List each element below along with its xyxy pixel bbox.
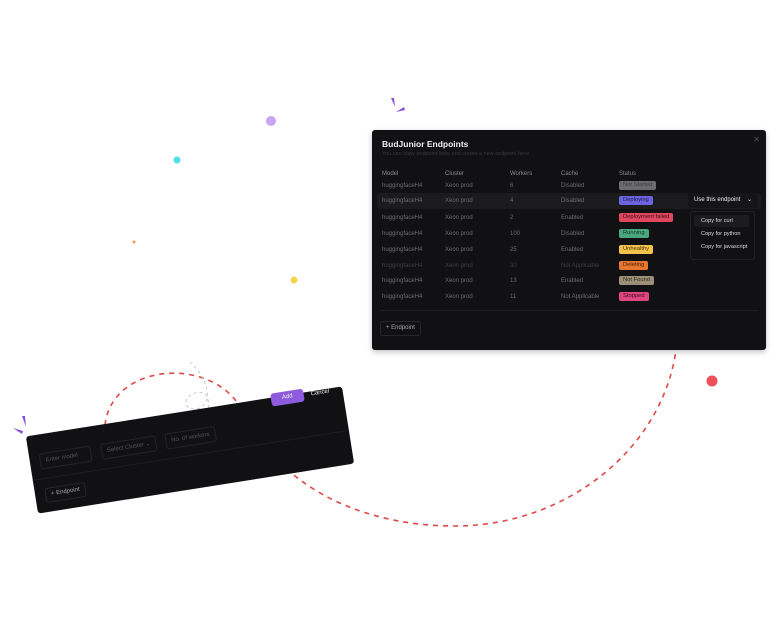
table-row[interactable]: huggingfaceH4 Xeon prod 13 Enabled Not Found [372, 273, 766, 289]
cell-cache: Not Applicable [561, 294, 600, 300]
status-badge: Unhealthy [619, 245, 654, 254]
status-badge: Deleting [619, 261, 649, 270]
spark-icon [13, 416, 26, 434]
cell-cluster: Xeon prod [445, 294, 473, 300]
cluster-select[interactable]: Select Cluster ⌄ [99, 435, 158, 460]
panel-title: BudJunior Endpoints [382, 139, 469, 149]
table-row[interactable]: huggingfaceH4 Xeon prod 11 Not Applicable St… [372, 289, 766, 305]
status-badge: Running [619, 229, 649, 238]
cell-workers: 13 [510, 278, 517, 284]
cell-workers: 6 [510, 183, 514, 189]
dashed-path [104, 349, 677, 527]
endpoints-panel: BudJunior Endpoints You can copy endpoin… [372, 130, 766, 350]
cell-cache: Disabled [561, 183, 585, 189]
cell-cache: Enabled [561, 247, 584, 253]
cell-workers: 100 [510, 231, 521, 237]
table-row[interactable]: huggingfaceH4 Xeon prod 6 Disabled Not Start… [372, 178, 766, 194]
cell-workers: 2 [510, 215, 514, 221]
cluster-placeholder: Select Cluster [106, 442, 145, 454]
cell-cluster: Xeon prod [445, 231, 473, 237]
add-endpoint-button[interactable]: + Endpoint [380, 321, 421, 336]
orange-dot [132, 240, 136, 244]
use-endpoint-label: Use this endpoint [694, 197, 741, 203]
col-cluster: Cluster [445, 171, 465, 177]
table-row[interactable]: huggingfaceH4 Xeon prod 30 Not Applicable De… [372, 258, 766, 274]
workers-input[interactable]: No. of workers [164, 425, 217, 450]
cell-model: huggingfaceH4 [382, 247, 423, 253]
add-endpoint-button[interactable]: + Endpoint [44, 481, 87, 504]
cell-cache: Enabled [561, 215, 584, 221]
divider [380, 310, 758, 311]
table-row[interactable]: huggingfaceH4 Xeon prod 4 Disabled Deploying [377, 193, 761, 209]
menu-copy-curl[interactable]: Copy for curl [694, 215, 749, 227]
cyan-dot [173, 156, 181, 164]
use-endpoint-dropdown[interactable]: Use this endpoint ⌄ [688, 193, 758, 208]
cell-cluster: Xeon prod [445, 183, 473, 189]
col-status: Status [619, 171, 637, 177]
status-badge: Deploying [619, 196, 653, 205]
cell-workers: 30 [510, 263, 517, 269]
col-workers: Workers [510, 171, 533, 177]
menu-copy-javascript[interactable]: Copy for javascript [701, 244, 748, 250]
cell-cache: Disabled [561, 198, 585, 204]
cell-cluster: Xeon prod [445, 278, 473, 284]
loop-path [185, 361, 209, 426]
cell-workers: 11 [510, 294, 517, 300]
col-cache: Cache [561, 171, 579, 177]
cell-workers: 4 [510, 198, 514, 204]
cell-cluster: Xeon prod [445, 247, 473, 253]
status-badge: Not Found [619, 276, 655, 285]
yellow-dot [290, 276, 298, 284]
panel-subtitle: You can copy endpoint links and create a… [382, 151, 529, 157]
table-row[interactable]: huggingfaceH4 Xeon prod 100 Disabled Running [372, 226, 766, 242]
cell-cache: Enabled [561, 278, 584, 284]
status-badge: Stopped [619, 292, 649, 301]
table-row[interactable]: huggingfaceH4 Xeon prod 25 Enabled Unhealthy [372, 242, 766, 258]
cell-workers: 25 [510, 247, 517, 253]
cell-cache: Not Applicable [561, 263, 600, 269]
chevron-down-icon: ⌄ [145, 441, 152, 448]
table-row[interactable]: huggingfaceH4 Xeon prod 2 Enabled Deployment… [372, 210, 766, 226]
cell-model: huggingfaceH4 [382, 278, 423, 284]
red-badge [706, 375, 718, 387]
cell-model: huggingfaceH4 [382, 231, 423, 237]
chevron-down-icon: ⌄ [746, 197, 752, 203]
cell-model: huggingfaceH4 [382, 294, 423, 300]
spark-icon [391, 98, 405, 112]
cell-model: huggingfaceH4 [382, 215, 423, 221]
cell-cluster: Xeon prod [445, 198, 473, 204]
purple-dot [266, 116, 276, 126]
cell-model: huggingfaceH4 [382, 183, 423, 189]
copy-menu: Copy for curl Copy for python Copy for j… [690, 211, 755, 260]
status-badge: Deployment failed [619, 213, 674, 222]
model-input[interactable]: Enter model [38, 445, 93, 470]
cancel-button[interactable]: Cancel [310, 388, 330, 398]
cell-cluster: Xeon prod [445, 215, 473, 221]
close-icon[interactable]: ✕ [753, 135, 760, 144]
status-badge: Not Started [619, 181, 657, 190]
col-model: Model [382, 171, 399, 177]
cell-model: huggingfaceH4 [382, 263, 423, 269]
cell-cluster: Xeon prod [445, 263, 473, 269]
cell-cache: Disabled [561, 231, 585, 237]
cell-model: huggingfaceH4 [382, 198, 423, 204]
menu-copy-python[interactable]: Copy for python [701, 231, 741, 237]
table-header: Model Cluster Workers Cache Status [372, 166, 766, 182]
